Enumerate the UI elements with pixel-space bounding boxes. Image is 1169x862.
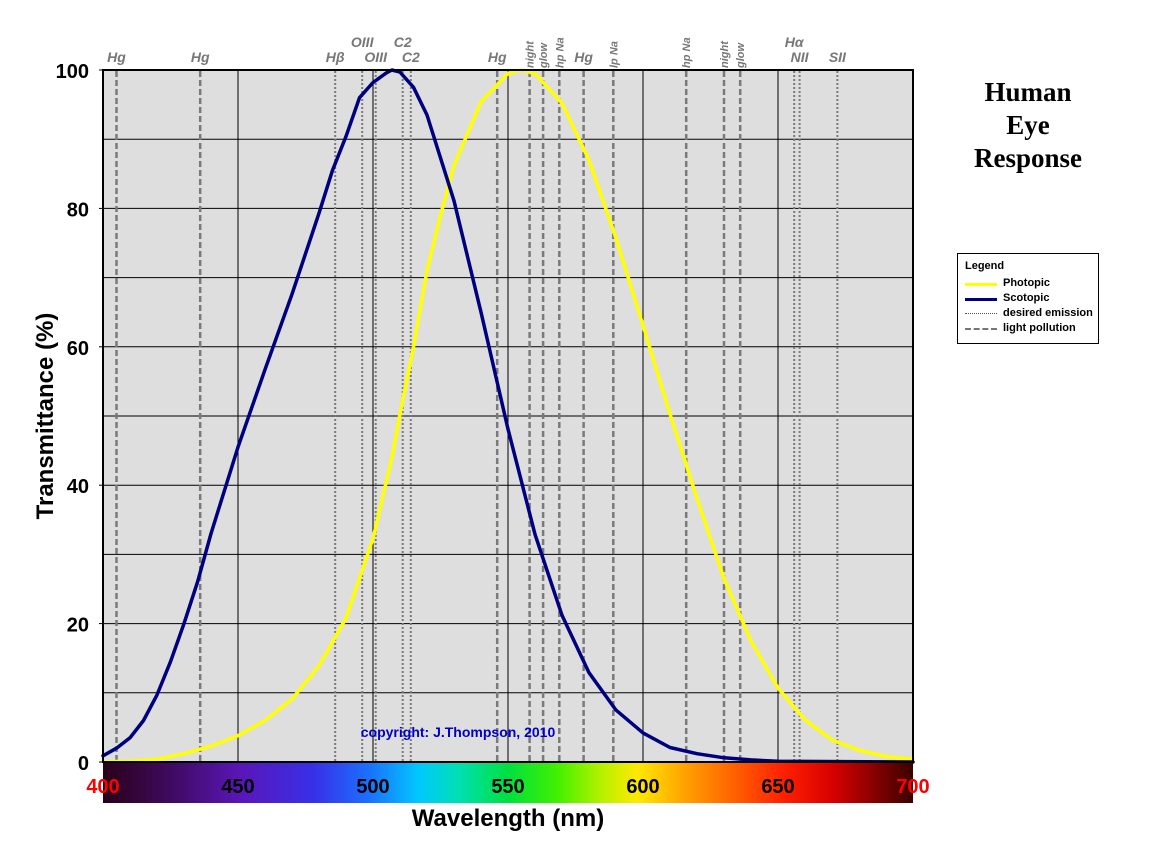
axes-group: 0 20 40 60 80 100 400 450 500 550 600 650 700 (56, 61, 930, 798)
emission-line-label: Hg (574, 49, 593, 65)
x-tick-label: 700 (896, 776, 929, 798)
copyright-text: copyright: J.Thompson, 2010 (361, 724, 556, 740)
y-tick-label: 0 (78, 753, 89, 775)
side-title-line-2: Eye (1006, 110, 1050, 140)
legend: Legend Photopic Scotopic desired emissio… (957, 253, 1099, 344)
x-tick-label: 650 (761, 776, 794, 798)
series-group (101, 68, 915, 764)
legend-swatch-dashed (965, 328, 997, 330)
emission-line-label: lp Na (608, 41, 620, 68)
side-title: Human Eye Response (950, 76, 1106, 175)
emission-line-label: hp Na (554, 37, 566, 68)
grid (103, 70, 913, 762)
y-tick-label: 80 (67, 199, 89, 221)
emission-line-label: C2 (402, 49, 420, 65)
x-axis-label: Wavelength (nm) (412, 805, 604, 832)
legend-title: Legend (965, 260, 1005, 272)
emission-line-label: Hg (191, 49, 210, 65)
side-title-line-1: Human (984, 77, 1072, 107)
emission-line-label: OIII (364, 49, 388, 65)
legend-label-desired-emission: desired emission (1003, 307, 1093, 319)
side-title-line-3: Response (973, 143, 1082, 173)
legend-swatch-scotopic (965, 298, 997, 301)
y-tick-label: 20 (67, 615, 89, 637)
emission-line-label: Hg (107, 49, 126, 65)
emission-line-label: night (525, 40, 537, 68)
spectrum-bar (103, 763, 913, 803)
emission-line-label: Hα (785, 34, 805, 50)
legend-swatch-dotted (965, 313, 997, 314)
legend-label-photopic: Photopic (1003, 277, 1051, 289)
legend-label-light-pollution: light pollution (1003, 322, 1076, 334)
x-tick-label: 400 (86, 776, 119, 798)
emission-line-label: night (719, 40, 731, 68)
y-tick-label: 40 (67, 476, 89, 498)
y-axis-label: Transmittance (%) (32, 313, 59, 520)
series-line-scotopic (101, 68, 915, 764)
legend-item-desired-emission: desired emission (965, 307, 1099, 321)
x-tick-label: 500 (356, 776, 389, 798)
legend-swatch-photopic (965, 283, 997, 286)
series-line-photopic (101, 68, 915, 764)
legend-item-light-pollution: light pollution (965, 322, 1099, 336)
emission-line-label: SII (829, 49, 847, 65)
plot-frame (102, 69, 914, 763)
x-tick-label: 450 (221, 776, 254, 798)
emission-line-label: Hg (488, 49, 507, 65)
emission-line-label: Hβ (326, 49, 345, 65)
y-tick-label: 100 (56, 61, 89, 83)
x-tick-label: 550 (491, 776, 524, 798)
emission-line-label: hp Na (681, 37, 693, 68)
x-tick-label: 600 (626, 776, 659, 798)
emission-line-label: glow (538, 42, 550, 69)
emission-line-label: NII (791, 49, 810, 65)
legend-item-scotopic: Scotopic (965, 292, 1099, 306)
emission-line-label: glow (735, 42, 747, 69)
emission-line-label: OIII (351, 34, 375, 50)
legend-label-scotopic: Scotopic (1003, 292, 1050, 304)
y-tick-label: 60 (67, 338, 89, 360)
emission-line-label: C2 (394, 34, 412, 50)
legend-item-photopic: Photopic (965, 277, 1099, 291)
